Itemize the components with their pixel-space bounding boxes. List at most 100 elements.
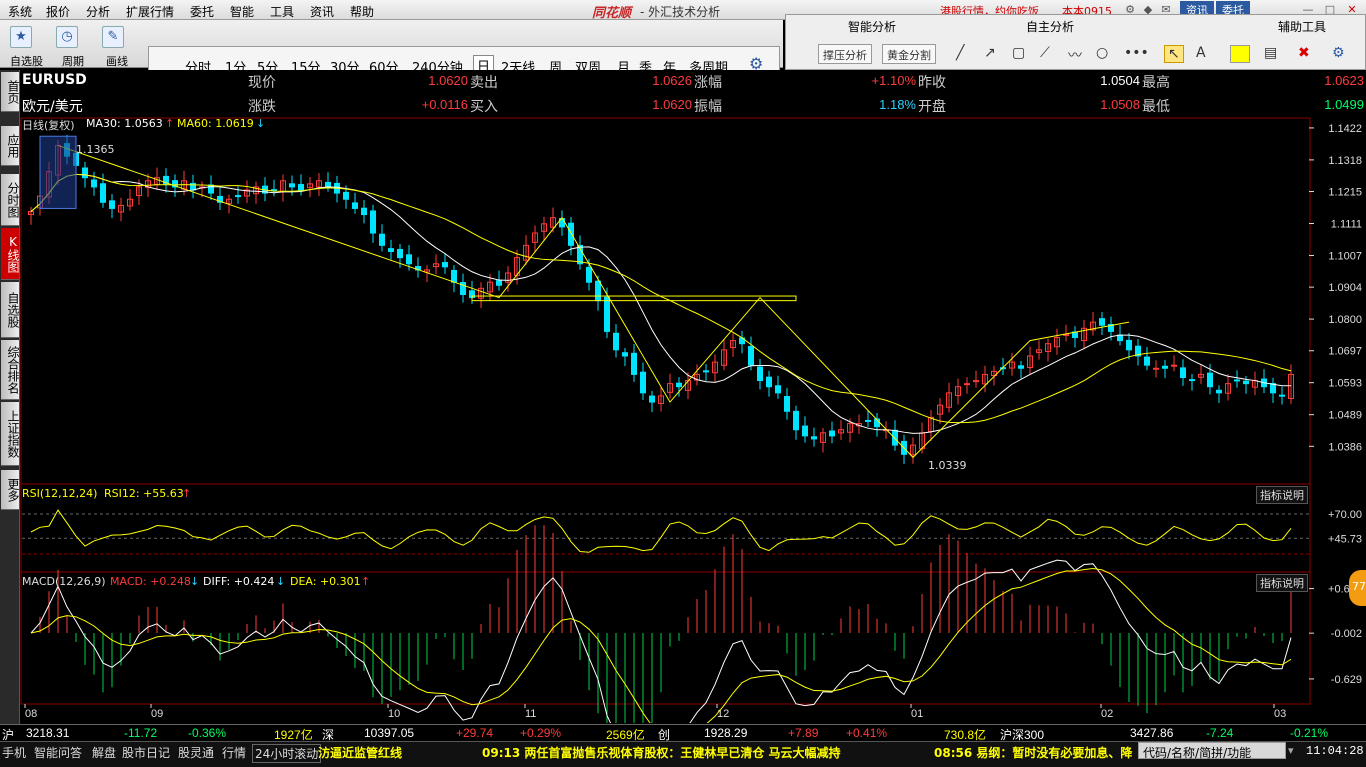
minimize-icon[interactable]: —: [1302, 3, 1314, 16]
value-buy: 1.0620: [652, 97, 692, 112]
candle-body: [91, 179, 97, 188]
sidebar-apps[interactable]: 应用: [1, 126, 20, 166]
rsi-explain-button[interactable]: 指标说明: [1256, 486, 1308, 504]
watchlist-star-icon[interactable]: ★: [10, 26, 32, 48]
menu-tools[interactable]: 工具: [270, 5, 295, 19]
news-item-3[interactable]: 08:56 易纲：暂时没有必要加息、降: [934, 746, 1133, 760]
candle-body: [1126, 339, 1132, 351]
sidebar-kline[interactable]: K线图: [1, 228, 20, 280]
maximize-icon[interactable]: □: [1324, 3, 1336, 16]
diff-down-icon: ↓: [276, 575, 286, 588]
menu-analysis[interactable]: 分析: [86, 5, 111, 19]
tool-settings-icon[interactable]: ⚙: [1332, 45, 1345, 61]
candle-body: [271, 189, 277, 192]
sh-label: 沪: [2, 728, 15, 742]
ma30-legend: MA30: 1.0563: [86, 117, 163, 130]
circle-tool-icon[interactable]: ○: [1096, 45, 1109, 61]
menu-trade[interactable]: 委托: [190, 5, 215, 19]
floating-badge[interactable]: 77: [1349, 570, 1366, 606]
channel-tool-icon[interactable]: ⟋: [1040, 45, 1050, 61]
news-item-2[interactable]: 09:13 两任首富抛售乐视体育股权：王健林早已清仓 马云大幅减持: [482, 746, 841, 760]
sidebar-shanghai-index[interactable]: 上证指数: [1, 402, 20, 466]
draw-label[interactable]: 画线: [106, 55, 128, 68]
more-tools-icon[interactable]: •••: [1124, 45, 1149, 61]
menu-smart[interactable]: 智能: [230, 5, 255, 19]
label-low: 最低: [1142, 99, 1170, 115]
cursor-tool-icon[interactable]: ↖: [1164, 45, 1184, 63]
tab-analysis[interactable]: 解盘: [92, 746, 117, 760]
wave-tool-icon[interactable]: 〰: [1068, 48, 1082, 64]
sidebar-home[interactable]: 首页: [1, 72, 20, 112]
ray-tool-icon[interactable]: ↗: [984, 45, 996, 61]
hs300-index[interactable]: 3427.86: [1130, 726, 1174, 740]
candle-body: [892, 429, 898, 446]
menu-extended-quote[interactable]: 扩展行情: [126, 5, 175, 19]
skin-icon[interactable]: ◆: [1143, 3, 1153, 16]
candle-body: [343, 191, 349, 200]
sidebar-more[interactable]: 更多: [1, 470, 20, 510]
x-tick-label: 10: [388, 708, 400, 720]
rect-tool-icon[interactable]: ▢: [1012, 45, 1026, 61]
chart-area[interactable]: 1.1422 1.1318 1.1215 1.1111 1.1007 1.0904 1.08…: [20, 117, 1366, 767]
tab-stock-pass[interactable]: 股灵通: [178, 746, 215, 760]
menu-news[interactable]: 资讯: [310, 5, 335, 19]
golden-section-button[interactable]: 黄金分割: [882, 44, 936, 64]
rsi-up-icon: ↑: [182, 487, 192, 500]
mail-icon[interactable]: ✉: [1161, 3, 1171, 16]
menu-system[interactable]: 系统: [8, 5, 33, 19]
tab-quotes[interactable]: 行情: [222, 746, 247, 760]
label-change-pct: 涨幅: [694, 75, 722, 91]
macd-value: MACD: +0.248: [110, 575, 191, 588]
candle-body: [1153, 367, 1159, 370]
sz-index[interactable]: 10397.05: [364, 726, 415, 740]
candle-body: [1234, 379, 1240, 382]
save-drawing-icon[interactable]: ▤: [1264, 45, 1278, 61]
draw-pencil-icon[interactable]: ✎: [102, 26, 124, 48]
candle-body: [838, 429, 844, 434]
menu-quote[interactable]: 报价: [46, 5, 71, 19]
candle-body: [361, 207, 367, 216]
y-tick-label: 1.1007: [1328, 250, 1362, 262]
candle-body: [820, 432, 826, 443]
sidebar-watchlist[interactable]: 自选股: [1, 282, 20, 338]
app-title: - 外汇技术分析: [640, 5, 721, 19]
close-icon[interactable]: ✕: [1347, 3, 1357, 16]
candle-body: [1027, 355, 1033, 369]
period-settings-icon[interactable]: ⚙: [749, 54, 764, 73]
tab-smart-qa[interactable]: 智能问答: [34, 746, 83, 760]
dropdown-icon[interactable]: ▾: [1288, 744, 1294, 757]
value-change-pct: +1.10%: [871, 73, 916, 88]
color-picker-icon[interactable]: [1230, 45, 1250, 63]
delete-drawing-icon[interactable]: ✖: [1298, 45, 1310, 61]
dea-value: DEA: +0.301: [290, 575, 361, 588]
period-clock-icon[interactable]: ◷: [56, 26, 78, 48]
period-label[interactable]: 周期: [62, 55, 84, 68]
menu-help[interactable]: 帮助: [350, 5, 375, 19]
sidebar-intraday[interactable]: 分时图: [1, 174, 20, 226]
watchlist-label[interactable]: 自选股: [10, 55, 43, 68]
sidebar-ranking[interactable]: 综合排名: [1, 340, 20, 400]
command-input[interactable]: 代码/名称/简拼/功能: [1138, 742, 1286, 760]
trade-button[interactable]: 委托: [1216, 1, 1250, 18]
news-button[interactable]: 资讯: [1180, 1, 1214, 18]
settings-icon[interactable]: ⚙: [1125, 3, 1135, 16]
news-item-1[interactable]: 汸逼近监管红线: [318, 746, 403, 760]
support-resistance-button[interactable]: 撑压分析: [818, 44, 872, 64]
tab-mobile[interactable]: 手机: [2, 746, 27, 760]
candle-body: [586, 266, 592, 283]
macd-explain-button[interactable]: 指标说明: [1256, 574, 1308, 592]
line-tool-icon[interactable]: ╱: [956, 45, 965, 61]
text-tool-icon[interactable]: A: [1196, 45, 1206, 61]
tab-24h[interactable]: 24小时滚动: [252, 744, 322, 763]
candle-body: [460, 282, 466, 295]
label-change: 涨跌: [248, 99, 276, 115]
sh-index[interactable]: 3218.31: [26, 726, 70, 740]
index-status-bar: 沪 3218.31 -11.72 -0.36% 1927亿 深 10397.05…: [0, 724, 1366, 742]
candle-body: [370, 210, 376, 234]
cy-index[interactable]: 1928.29: [704, 726, 748, 740]
tab-diary[interactable]: 股市日记: [122, 746, 171, 760]
sh-change-pct: -0.36%: [188, 726, 227, 740]
chart-svg[interactable]: 1.1422 1.1318 1.1215 1.1111 1.1007 1.0904 1.08…: [20, 117, 1366, 767]
value-prev-close: 1.0504: [1100, 73, 1140, 88]
app-brand: 同花顺: [592, 6, 632, 21]
